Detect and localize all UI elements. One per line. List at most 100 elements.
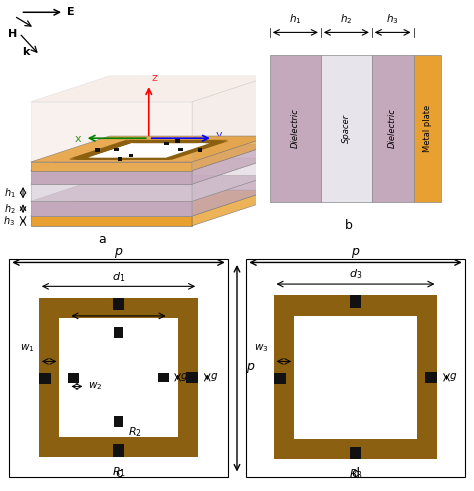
Text: $p$: $p$ [246,361,256,375]
Bar [413,55,441,202]
Bar [273,296,438,459]
Bar [186,372,198,383]
Bar [118,157,122,160]
Polygon shape [69,157,171,159]
Text: y: y [215,130,222,140]
Polygon shape [31,190,271,216]
Bar [350,296,361,308]
Polygon shape [99,153,163,155]
Polygon shape [69,158,171,160]
Polygon shape [192,158,271,201]
Text: $R_3$: $R_3$ [348,467,363,481]
Polygon shape [31,158,271,184]
Text: Dielectric: Dielectric [388,109,397,148]
Text: z: z [151,73,157,82]
Polygon shape [69,140,132,159]
Text: $g$: $g$ [210,371,218,383]
Bar [114,327,123,338]
Text: Dielectric: Dielectric [291,109,300,148]
Text: c: c [115,467,122,480]
Polygon shape [192,76,271,171]
Polygon shape [192,190,271,226]
Polygon shape [31,175,271,201]
Bar [425,372,438,383]
Text: $d_2$: $d_2$ [112,300,125,313]
Bar [178,148,183,151]
Bar [175,138,180,141]
Bar [39,298,198,457]
Bar [85,344,152,410]
Text: $h_1$: $h_1$ [4,186,15,200]
Text: $p$: $p$ [351,246,360,260]
Bar [158,373,169,382]
Polygon shape [135,143,199,145]
Polygon shape [31,201,192,216]
Bar [68,373,79,383]
Text: $R_1$: $R_1$ [111,465,126,479]
Polygon shape [31,76,271,102]
Polygon shape [192,145,271,184]
Bar [95,149,100,152]
Bar [198,148,202,151]
Polygon shape [31,145,271,171]
Bar [273,373,286,383]
Text: $h_3$: $h_3$ [3,214,15,228]
Bar [68,327,169,427]
Polygon shape [31,216,192,226]
Bar [114,416,123,427]
Polygon shape [166,140,228,159]
Polygon shape [114,145,183,153]
Text: $w_1$: $w_1$ [20,342,34,354]
Text: b: b [345,219,353,232]
Text: $g$: $g$ [181,371,189,383]
Polygon shape [69,141,132,160]
Bar [164,142,169,145]
Polygon shape [31,171,192,184]
Text: a: a [99,233,106,246]
Polygon shape [126,141,228,143]
Polygon shape [88,143,210,158]
Polygon shape [99,143,139,155]
Bar [350,447,361,459]
Text: $w_2$: $w_2$ [88,381,102,392]
Bar [59,318,178,436]
Text: $g$: $g$ [449,371,457,383]
Polygon shape [126,140,228,142]
Text: E: E [66,7,74,17]
Bar [118,159,122,162]
Polygon shape [31,184,192,201]
Bar [270,55,321,202]
Text: k: k [22,47,29,56]
Polygon shape [192,175,271,216]
Text: Metal plate: Metal plate [423,105,432,152]
Bar [113,298,124,310]
Text: $h_3$: $h_3$ [386,12,399,26]
Text: $h_2$: $h_2$ [4,202,15,216]
Text: $p$: $p$ [114,246,123,260]
Text: H: H [8,29,17,39]
Bar [294,316,417,439]
Text: $w_3$: $w_3$ [255,342,269,354]
Bar [198,149,202,152]
Text: $h_2$: $h_2$ [340,12,353,26]
Text: $R_2$: $R_2$ [128,425,141,439]
Bar [321,55,372,202]
Polygon shape [166,141,228,160]
Text: $d_3$: $d_3$ [349,268,362,281]
Bar [372,55,413,202]
Bar [113,444,124,457]
Bar [95,148,100,151]
Text: $d_1$: $d_1$ [112,270,125,284]
Text: x: x [74,134,81,144]
Text: $h_1$: $h_1$ [289,12,301,26]
Polygon shape [31,136,271,162]
Bar [39,373,51,383]
Bar [175,139,180,142]
Bar [114,148,119,151]
Polygon shape [192,136,271,171]
Polygon shape [31,162,192,171]
Text: d: d [352,467,359,480]
Polygon shape [31,102,192,171]
Text: Spacer: Spacer [342,114,351,143]
Bar [128,154,133,157]
